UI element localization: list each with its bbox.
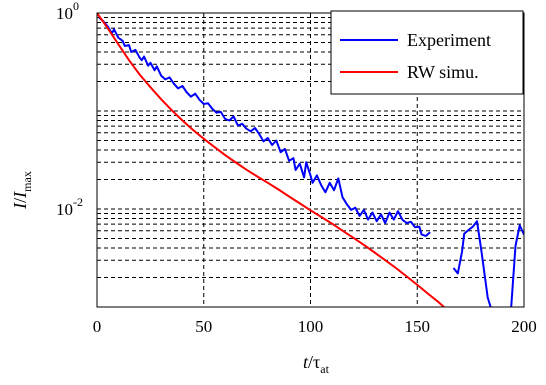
x-axis-label-subscript: at xyxy=(320,362,329,376)
x-axis-label-slash: / xyxy=(308,352,313,372)
x-tick-labels: 0 50 100 150 200 xyxy=(93,317,537,336)
x-tick-label: 50 xyxy=(195,317,212,336)
x-tick-label: 100 xyxy=(298,317,324,336)
legend-label-rw-simu: RW simu. xyxy=(407,62,479,82)
legend: Experiment RW simu. xyxy=(330,10,524,95)
x-tick-label: 150 xyxy=(405,317,431,336)
rw-simu-series-line xyxy=(97,13,446,307)
y-axis-label-i: I xyxy=(10,202,30,210)
y-axis-label-i-denominator: I xyxy=(10,191,30,199)
legend-box xyxy=(330,10,524,95)
y-tick-labels: 100 10-2 xyxy=(56,0,83,219)
x-tick-label: 0 xyxy=(93,317,102,336)
grid-lines xyxy=(97,13,524,307)
legend-label-experiment: Experiment xyxy=(407,30,491,50)
experiment-series-line-segment-1 xyxy=(98,16,431,237)
y-tick-label: 100 xyxy=(56,0,79,23)
data-series xyxy=(97,13,524,307)
x-axis-label: t/τat xyxy=(303,352,330,376)
plot-frame xyxy=(96,12,525,308)
y-axis-label: I/Imax xyxy=(10,171,34,210)
x-axis-label-tau: τ xyxy=(313,352,320,372)
x-axis-label-t: t xyxy=(303,352,309,372)
x-tick-label: 200 xyxy=(511,317,537,336)
y-axis-label-subscript: max xyxy=(20,171,34,192)
y-tick-label: 10-2 xyxy=(56,195,83,219)
y-axis-label-slash: / xyxy=(10,198,30,203)
experiment-series-line-segment-3 xyxy=(510,224,524,307)
experiment-series-line-segment-2 xyxy=(452,220,492,307)
